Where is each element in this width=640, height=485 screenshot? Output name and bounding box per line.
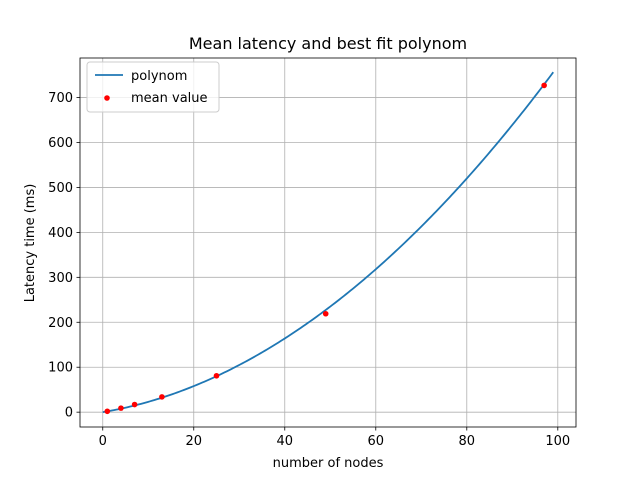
y-tick-label: 600	[48, 136, 73, 151]
x-tick-label: 60	[368, 434, 385, 449]
chart-title: Mean latency and best fit polynom	[189, 34, 467, 53]
plot-area-border	[79, 57, 577, 428]
series-line-polynom	[102, 71, 554, 414]
x-tick-label: 80	[459, 434, 476, 449]
y-tick-group: 0 100 200 300 400 500 600 700	[48, 91, 80, 421]
series-layer	[102, 71, 554, 415]
scatter-point-mean-value	[541, 82, 547, 89]
scatter-point-mean-value	[104, 408, 111, 415]
legend-label-polynom: polynom	[131, 69, 187, 84]
y-tick-label: 0	[65, 406, 73, 421]
y-axis-label: Latency time (ms)	[23, 184, 38, 303]
y-tick-label: 500	[48, 181, 73, 196]
x-tick-label: 20	[185, 434, 202, 449]
scatter-point-mean-value	[159, 394, 165, 400]
x-tick-group: 0 20 40 60 80 100	[99, 427, 570, 449]
scatter-point-mean-value	[131, 401, 138, 408]
y-tick-label: 200	[48, 316, 73, 331]
y-tick-label: 300	[48, 271, 73, 286]
x-axis-label: number of nodes	[273, 456, 384, 471]
legend-dot-swatch	[104, 95, 110, 101]
scatter-point-mean-value	[322, 310, 329, 317]
x-tick-label: 0	[99, 434, 107, 449]
y-tick-label: 100	[48, 361, 73, 376]
scatter-point-mean-value	[213, 372, 220, 379]
legend: polynom mean value	[86, 61, 220, 113]
y-tick-label: 700	[48, 91, 73, 106]
grid-layer	[80, 58, 576, 427]
scatter-point-mean-value	[118, 405, 124, 411]
x-tick-label: 100	[545, 434, 570, 449]
x-tick-label: 40	[276, 434, 293, 449]
legend-label-mean-value: mean value	[131, 91, 208, 106]
y-tick-label: 400	[48, 226, 73, 241]
axes-frame	[79, 57, 577, 428]
